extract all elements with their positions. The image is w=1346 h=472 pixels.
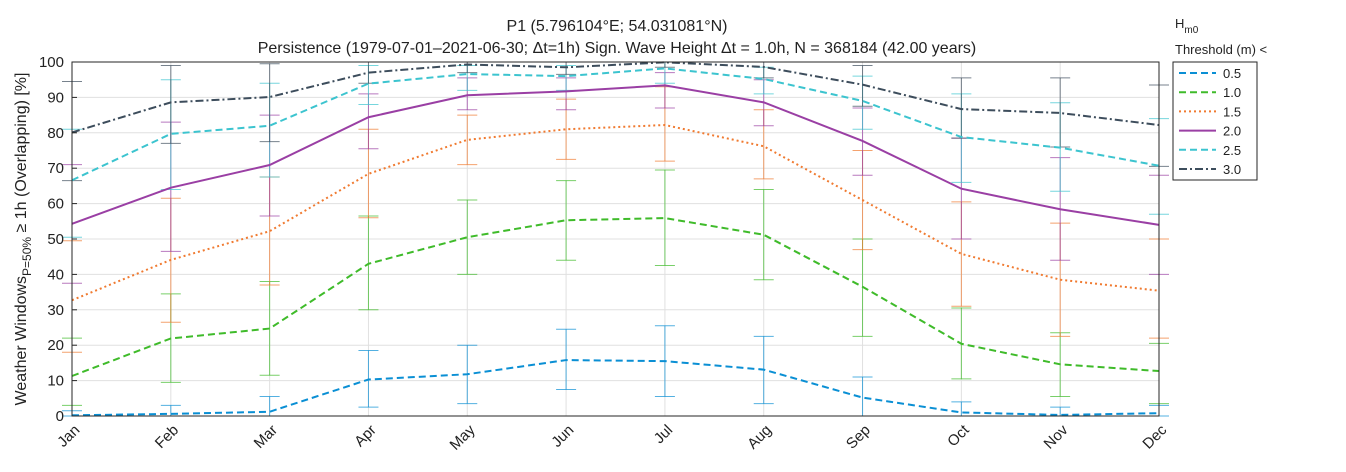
y-axis-label-prefix: Weather Windows [13, 276, 30, 406]
y-tick-label: 50 [47, 231, 64, 248]
legend-title-main: H [1175, 16, 1184, 31]
legend-subtitle: Threshold (m) < [1175, 42, 1267, 57]
legend-label: 3.0 [1223, 162, 1241, 177]
x-tick-label: Nov [1041, 421, 1072, 452]
legend-label: 1.5 [1223, 104, 1241, 119]
x-tick-label: Apr [351, 422, 380, 451]
legend: Hm0 Threshold (m) < 0.5 1.0 1.5 2.0 2.5 3.0 [1172, 16, 1267, 181]
x-tick-label: Dec [1139, 421, 1170, 452]
series-line-3.0 [71, 61, 1160, 134]
x-tick-label: Sep [843, 422, 874, 453]
y-tick-label: 0 [56, 408, 64, 425]
y-tick-label: 40 [47, 266, 64, 283]
legend-label: 2.0 [1223, 124, 1241, 139]
legend-label: 1.0 [1223, 85, 1241, 100]
legend-label: 2.5 [1223, 143, 1241, 158]
x-tick-label: Jun [548, 422, 577, 451]
y-tick-label: 10 [47, 373, 64, 390]
series-line-2.5 [71, 67, 1160, 182]
x-tick-labels: Jan Feb Mar Apr May Jun Jul Aug Sep Oct Nov Dec [54, 421, 1170, 454]
chart-title: P1 (5.796104°E; 54.031081°N) [507, 18, 728, 35]
series-line-2.0 [71, 84, 1160, 226]
legend-title-subscript: m0 [1184, 25, 1198, 36]
y-axis-label: Weather WindowsP=50% ≥ 1h (Overlapping) … [13, 73, 34, 406]
legend-label: 0.5 [1223, 66, 1241, 81]
y-tick-label: 30 [47, 302, 64, 319]
x-tick-label: Jan [54, 422, 83, 451]
y-tick-label: 60 [47, 196, 64, 213]
x-tick-label: Feb [152, 422, 182, 452]
series-line-0.5 [71, 359, 1160, 417]
legend-title: Hm0 [1175, 16, 1199, 36]
series-lines [71, 61, 1160, 417]
y-tick-label: 80 [47, 125, 64, 142]
y-axis-label-subscript: P=50% [20, 237, 34, 276]
y-tick-label: 100 [39, 54, 64, 71]
x-tick-label: Oct [944, 421, 973, 450]
y-tick-label: 20 [47, 337, 64, 354]
series-line-1.0 [71, 217, 1160, 377]
y-axis-label-suffix: ≥ 1h (Overlapping) [%] [13, 73, 30, 237]
grid-lines [71, 61, 1160, 417]
x-tick-label: May [447, 421, 479, 453]
x-tick-label: Mar [251, 422, 281, 452]
y-tick-label: 90 [47, 89, 64, 106]
chart-subtitle: Persistence (1979-07-01–2021-06-30; Δt=1… [258, 40, 977, 57]
y-tick-labels: 0 10 20 30 40 50 60 70 80 90 100 [39, 54, 77, 425]
legend-items: 0.5 1.0 1.5 2.0 2.5 3.0 [1179, 66, 1241, 177]
x-tick-label: Aug [744, 422, 775, 453]
x-tick-label: Jul [651, 422, 677, 448]
legend-box [1172, 61, 1258, 181]
y-tick-label: 70 [47, 160, 64, 177]
